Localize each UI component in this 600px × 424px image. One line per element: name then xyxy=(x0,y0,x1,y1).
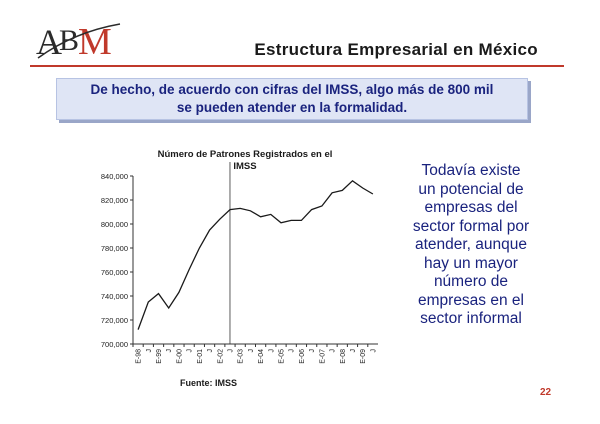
title-divider xyxy=(30,65,564,67)
x-tick-label: J xyxy=(289,349,296,353)
side-text-line: número de xyxy=(433,273,509,290)
chart-title-line-1: Número de Patrones Registrados en el xyxy=(157,149,333,160)
callout-box: De hecho, de acuerdo con cifras del IMSS… xyxy=(56,78,528,120)
logo-letter-m: M xyxy=(78,21,112,63)
slide-title: Estructura Empresarial en México xyxy=(254,40,538,59)
x-tick-label: E-02 xyxy=(217,349,224,364)
x-tick-label: J xyxy=(330,349,337,353)
x-tick-label: J xyxy=(187,349,194,353)
x-tick-label: E-08 xyxy=(340,349,347,364)
side-text-line: atender, aunque xyxy=(414,236,528,253)
x-tick-label: J xyxy=(227,349,234,353)
y-tick-label: 800,000 xyxy=(101,220,128,229)
chart-title-line-2: IMSS xyxy=(233,161,257,172)
x-tick-label: J xyxy=(207,349,214,353)
callout-line-2: se pueden atender en la formalidad. xyxy=(176,100,408,115)
y-tick-label: 780,000 xyxy=(101,244,128,253)
x-tick-label: J xyxy=(309,349,316,353)
x-tick-label: E-06 xyxy=(299,349,306,364)
side-text-line: sector formal por xyxy=(412,217,530,235)
x-tick-label: E-01 xyxy=(197,349,204,364)
callout-line-1: De hecho, de acuerdo con cifras del IMSS… xyxy=(90,82,494,97)
logo-letter-a: A xyxy=(36,22,62,62)
y-tick-label: 820,000 xyxy=(101,196,128,205)
chart-source: Fuente: IMSS xyxy=(180,378,238,388)
y-tick-label: 740,000 xyxy=(101,292,128,301)
side-text-line: hay un mayor xyxy=(424,254,518,272)
x-tick-label: J xyxy=(146,349,153,353)
x-tick-label: J xyxy=(370,349,377,353)
side-text-line: empresas del xyxy=(424,199,518,216)
logo-swoosh xyxy=(37,23,121,59)
x-tick-label: E-09 xyxy=(360,349,367,364)
x-tick-label: E-99 xyxy=(156,349,163,364)
x-tick-label: E-07 xyxy=(319,349,326,364)
x-tick-label: E-03 xyxy=(238,349,245,364)
page-number: 22 xyxy=(540,387,552,398)
chart-title: Número de Patrones Registrados en el IMS… xyxy=(120,149,370,173)
x-tick-label: J xyxy=(268,349,275,353)
side-text: Todavía existe un potencial de empresas … xyxy=(382,162,560,329)
side-text-line: sector informal xyxy=(420,310,522,327)
y-tick-label: 840,000 xyxy=(101,172,128,181)
x-tick-label: J xyxy=(166,349,173,353)
x-tick-label: E-98 xyxy=(136,349,143,364)
side-text-line: un potencial de xyxy=(418,180,524,198)
x-tick-label: E-00 xyxy=(176,349,183,364)
y-tick-label: 760,000 xyxy=(101,268,128,277)
side-text-line: empresas en el xyxy=(418,291,524,309)
x-tick-label: J xyxy=(248,349,255,353)
y-tick-label: 720,000 xyxy=(101,316,128,325)
x-tick-label: E-04 xyxy=(258,349,265,364)
abm-logo: A B M xyxy=(36,21,121,63)
x-tick-label: E-05 xyxy=(279,349,286,364)
x-tick-label: J xyxy=(350,349,357,353)
series-line xyxy=(137,179,374,330)
y-tick-label: 700,000 xyxy=(101,340,128,349)
side-text-line: Todavía existe xyxy=(421,162,521,179)
